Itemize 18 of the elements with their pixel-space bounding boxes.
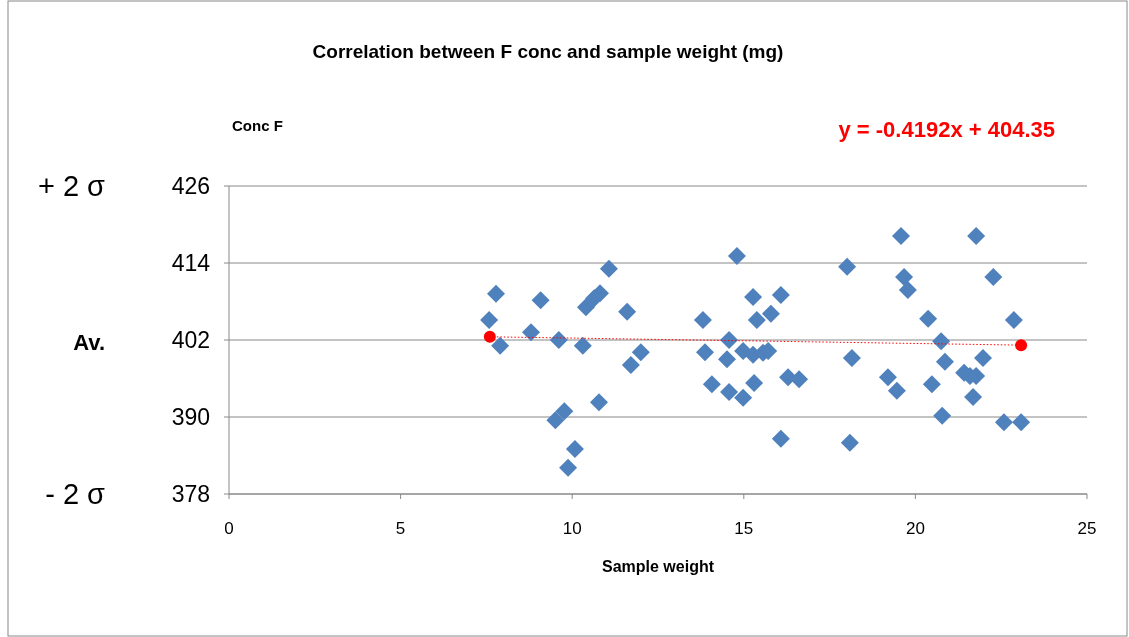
x-tick-label: 5 <box>395 519 406 538</box>
y-tick-label: 426 <box>171 173 210 199</box>
y-tick-label: 390 <box>171 404 210 430</box>
chart-title: Correlation between F conc and sample weight (mg) <box>312 41 784 62</box>
text: Av. <box>73 330 105 355</box>
y-tick-label: 378 <box>171 481 210 507</box>
text: - 2 σ <box>45 478 106 510</box>
text: + 2 σ <box>37 170 106 202</box>
text: y = -0.4192x + 404.35 <box>838 117 1055 142</box>
x-tick-label: 25 <box>1077 519 1097 538</box>
x-axis-title: Sample weight <box>601 558 715 575</box>
x-tick-label: 20 <box>905 519 925 538</box>
y-axis-title: Conc F <box>232 117 283 134</box>
y-tick-label: 414 <box>171 250 211 276</box>
x-tick-label: 15 <box>734 519 754 538</box>
x-tick-label: 10 <box>562 519 582 538</box>
x-tick-label: 0 <box>224 519 234 538</box>
y-tick-label: 402 <box>171 327 210 353</box>
